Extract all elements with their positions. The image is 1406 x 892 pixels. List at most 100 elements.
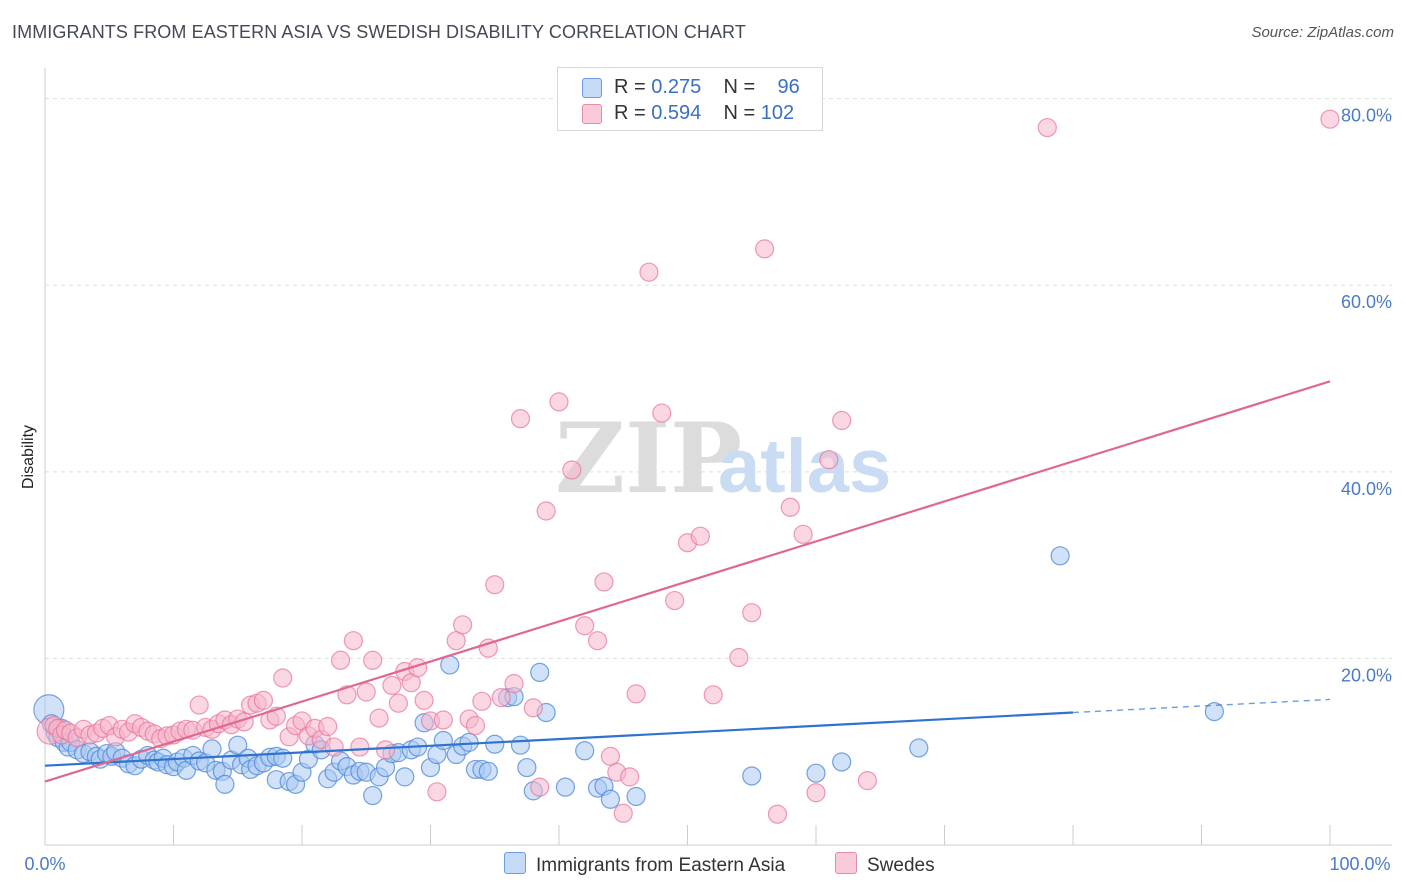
- swedes-point: [690, 526, 710, 546]
- swedes-point: [780, 497, 800, 517]
- eastern-asia-point: [555, 777, 576, 797]
- gridlines: [45, 98, 1392, 659]
- eastern-asia-point: [806, 763, 826, 783]
- swedes-point: [375, 740, 396, 760]
- series-legend-eastern-asia: Immigrants from Eastern Asia: [504, 852, 785, 877]
- swedes-point: [388, 693, 408, 713]
- eastern-asia-point: [228, 735, 248, 755]
- swedes-point: [472, 691, 492, 711]
- swedes-point: [510, 409, 531, 429]
- swedes-point: [832, 410, 852, 431]
- swedes-point: [562, 460, 582, 480]
- eastern-asia-point: [742, 766, 762, 786]
- swedes-point: [767, 804, 788, 824]
- legend-n-value: 102: [760, 102, 795, 124]
- swedes-point: [330, 650, 351, 670]
- eastern-asia-point: [1050, 546, 1070, 566]
- stats-legend: R = 0.275 N = 96 R = 0.594 N = 102: [557, 67, 823, 131]
- legend-n-label: N =: [723, 102, 756, 124]
- eastern-asia-point: [485, 734, 505, 754]
- swedes-point: [369, 708, 389, 728]
- swedes-point: [433, 710, 453, 730]
- trend-line-eastern-asia-extension: [1072, 698, 1331, 714]
- legend-r-label: R =: [614, 76, 646, 98]
- eastern-asia-point: [600, 789, 621, 809]
- y-axis-title: Disability: [20, 425, 37, 489]
- eastern-asia-point: [1204, 701, 1224, 722]
- swedes-point: [652, 403, 672, 423]
- swedes-point: [478, 638, 498, 658]
- legend-swatch-pink: [582, 104, 602, 124]
- eastern-asia-point: [510, 735, 531, 755]
- swedes-point: [857, 771, 878, 791]
- legend-n-value: 96: [777, 76, 800, 98]
- swedes-point: [453, 615, 473, 635]
- swedes-point: [639, 262, 659, 282]
- swedes-point: [549, 392, 569, 412]
- swedes-point: [465, 715, 486, 736]
- swedes-point: [356, 682, 376, 702]
- x-tick-label-max: 100.0%: [1329, 854, 1390, 874]
- swedes-point: [491, 687, 511, 708]
- swedes-point: [575, 616, 595, 636]
- bottom-swatch-pink: [835, 852, 857, 874]
- eastern-asia-point: [478, 761, 498, 781]
- swedes-point: [350, 737, 370, 757]
- swedes-point: [665, 590, 685, 611]
- eastern-asia-point: [909, 738, 929, 758]
- series-legend-swedes: Swedes: [835, 852, 935, 877]
- swedes-point: [343, 631, 363, 651]
- swedes-point: [523, 698, 543, 718]
- legend-r-value: 0.275: [651, 76, 702, 98]
- swedes-point: [819, 450, 839, 470]
- trend-line-swedes: [44, 380, 1331, 783]
- y-tick-label: 80.0%: [1341, 106, 1392, 126]
- swedes-point: [485, 575, 505, 595]
- series-name-swedes: Swedes: [867, 855, 935, 876]
- y-tick-label: 60.0%: [1341, 292, 1392, 312]
- swedes-point: [1320, 109, 1340, 129]
- tick-labels: 20.0% 40.0% 60.0% 80.0% 0.0% 100.0%: [24, 106, 1392, 874]
- swedes-point: [273, 668, 293, 688]
- legend-swatch-blue: [582, 78, 602, 98]
- swedes-point: [363, 650, 383, 670]
- eastern-asia-point: [517, 757, 537, 778]
- eastern-asia-point: [832, 752, 852, 772]
- swedes-point: [613, 803, 633, 823]
- watermark-atlas: atlas: [718, 424, 891, 509]
- eastern-asia-point: [575, 741, 595, 761]
- eastern-asia-point: [215, 774, 235, 794]
- watermark-zip: ZIP: [555, 402, 742, 515]
- swedes-point: [324, 737, 344, 757]
- swedes-point: [703, 685, 723, 705]
- chart-title: IMMIGRANTS FROM EASTERN ASIA VS SWEDISH …: [12, 22, 746, 42]
- chart-source: Source: ZipAtlas.com: [1251, 24, 1394, 41]
- legend-n-label: N =: [723, 76, 756, 98]
- y-tick-label: 20.0%: [1341, 665, 1392, 685]
- trend-line-eastern-asia: [44, 711, 1074, 767]
- swedes-point: [427, 782, 447, 802]
- eastern-asia-point: [273, 748, 293, 768]
- swedes-point: [620, 767, 640, 787]
- trend-lines: [44, 380, 1331, 783]
- swedes-point: [587, 631, 608, 651]
- x-tick-label-min: 0.0%: [24, 854, 65, 874]
- swedes-point: [806, 783, 826, 803]
- bottom-swatch-blue: [504, 852, 526, 874]
- swedes-point: [504, 674, 524, 694]
- eastern-asia-point: [363, 785, 383, 806]
- series-name-eastern-asia: Immigrants from Eastern Asia: [536, 855, 786, 876]
- legend-r-label: R =: [614, 102, 646, 124]
- swedes-point: [626, 684, 646, 704]
- eastern-asia-point: [395, 767, 415, 787]
- eastern-asia-point: [530, 662, 550, 683]
- legend-r-value: 0.594: [651, 102, 702, 124]
- y-tick-label: 40.0%: [1341, 479, 1392, 499]
- swedes-point: [530, 777, 550, 797]
- eastern-asia-point: [626, 786, 646, 807]
- series-eastern-asia-points: [33, 546, 1224, 809]
- eastern-asia-point: [433, 730, 453, 751]
- swedes-point: [337, 685, 357, 705]
- swedes-point: [594, 572, 614, 592]
